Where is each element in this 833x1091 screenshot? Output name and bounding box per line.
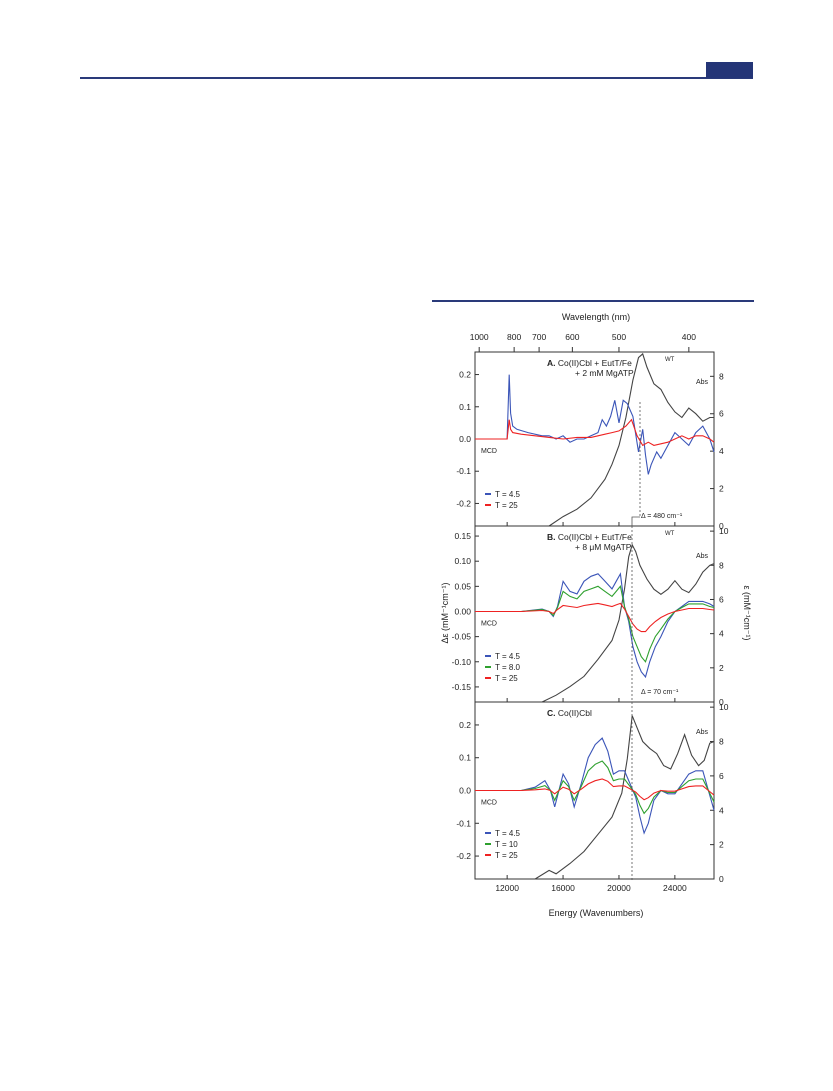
top-tick-label: 500	[612, 332, 626, 342]
y-right-tick-label: 0	[719, 697, 724, 707]
y-left-tick-label: 0.05	[454, 581, 471, 591]
top-tick-label: 600	[565, 332, 579, 342]
panel-A: -0.2 -0.1 0.0 0.1 0.2 0 2 4 6 8 A. Co(II)Cbl + Eut…	[456, 351, 724, 531]
y-right-tick-label: 6	[719, 594, 724, 604]
y-right-tick-label: 0	[719, 521, 724, 531]
legend-label: T = 4.5	[495, 652, 521, 661]
mcd-label: MCD	[481, 448, 497, 455]
x-tick-label: 20000	[607, 883, 631, 893]
y-right-tick-label: 8	[719, 737, 724, 747]
mcd-series-line	[475, 585, 715, 663]
abs-label: Abs	[696, 553, 709, 560]
panel-title: A. Co(II)Cbl + EutT/Fe	[547, 358, 632, 368]
top-axis-label: Wavelength (nm)	[562, 312, 630, 322]
legend-label: T = 8.0	[495, 663, 521, 672]
y-left-tick-label: 0.10	[454, 556, 471, 566]
y-left-tick-label: -0.10	[452, 657, 472, 667]
y-right-tick-label: 4	[719, 805, 724, 815]
top-tick-label: 1000	[470, 332, 489, 342]
y-right-tick-label: 8	[719, 560, 724, 570]
mcd-abs-figure: Wavelength (nm) Energy (Wavenumbers) Δε …	[432, 302, 754, 932]
top-tick-label: 400	[682, 332, 696, 342]
y-right-tick-label: 6	[719, 409, 724, 419]
y-left-tick-label: 0.1	[459, 402, 471, 412]
mcd-series-line	[475, 418, 715, 447]
delta-label: Δ = 480 cm⁻¹	[641, 513, 683, 520]
header-tab	[706, 62, 753, 78]
legend-label: T = 10	[495, 840, 518, 849]
x-tick-label: 24000	[663, 883, 687, 893]
abs-curve	[541, 543, 715, 703]
figure-rule	[432, 300, 754, 302]
y-right-tick-label: 10	[719, 526, 729, 536]
y-right-axis-label: ε (mM⁻¹cm⁻¹)	[742, 586, 752, 641]
y-right-tick-label: 0	[719, 874, 724, 884]
abs-label: Abs	[696, 379, 709, 386]
legend-label: T = 25	[495, 501, 518, 510]
y-left-tick-label: 0.2	[459, 720, 471, 730]
guide-step-a	[631, 516, 640, 526]
y-right-tick-label: 2	[719, 840, 724, 850]
mcd-series-line	[475, 374, 715, 475]
panel-title-line: + 8 μM MgATP	[575, 542, 632, 552]
panel-title: C. Co(II)Cbl	[547, 708, 592, 718]
mcd-series-line	[475, 602, 715, 633]
delta-label: Δ = 70 cm⁻¹	[641, 689, 679, 696]
y-left-tick-label: -0.2	[456, 498, 471, 508]
panel-title-superscript: WT	[665, 357, 675, 363]
abs-curve	[548, 352, 714, 527]
chart-svg: Wavelength (nm) Energy (Wavenumbers) Δε …	[440, 312, 752, 918]
mcd-label: MCD	[481, 620, 497, 627]
x-tick-label: 16000	[551, 883, 575, 893]
y-right-tick-label: 2	[719, 484, 724, 494]
y-right-tick-label: 4	[719, 629, 724, 639]
y-right-tick-label: 6	[719, 771, 724, 781]
legend-label: T = 4.5	[495, 490, 521, 499]
y-right-tick-label: 10	[719, 702, 729, 712]
y-left-tick-label: -0.15	[452, 682, 472, 692]
mcd-series-line	[475, 778, 715, 801]
y-left-tick-label: 0.0	[459, 786, 471, 796]
panel-title-line: + 2 mM MgATP	[575, 368, 634, 378]
panel-B: -0.15 -0.10 -0.05 0.00 0.05 0.10 0.15 0 2 4 6 8 10 B.…	[452, 525, 729, 707]
abs-curve	[534, 715, 715, 880]
header-rule	[80, 77, 753, 79]
y-left-tick-label: 0.15	[454, 531, 471, 541]
y-left-tick-label: -0.2	[456, 851, 471, 861]
y-left-tick-label: 0.00	[454, 606, 471, 616]
mcd-series-line	[475, 760, 715, 815]
x-tick-label: 12000	[495, 883, 519, 893]
mcd-label: MCD	[481, 800, 497, 807]
y-right-tick-label: 8	[719, 371, 724, 381]
x-axis-label: Energy (Wavenumbers)	[549, 908, 644, 918]
y-left-tick-label: 0.1	[459, 753, 471, 763]
y-left-axis-label: Δε (mM⁻¹cm⁻¹)	[440, 582, 450, 643]
y-left-tick-label: -0.05	[452, 632, 472, 642]
top-tick-label: 800	[507, 332, 521, 342]
panel-title-superscript: WT	[665, 531, 675, 537]
panel-frame	[474, 351, 715, 527]
panel-C: -0.2 -0.1 0.0 0.1 0.2 0 2 4 6 8 10 12000 16000 20000 2…	[456, 701, 729, 893]
y-left-tick-label: 0.2	[459, 370, 471, 380]
y-left-tick-label: 0.0	[459, 434, 471, 444]
mcd-series-line	[475, 737, 715, 835]
y-right-tick-label: 2	[719, 663, 724, 673]
y-left-tick-label: -0.1	[456, 466, 471, 476]
legend-label: T = 4.5	[495, 829, 521, 838]
y-left-tick-label: -0.1	[456, 818, 471, 828]
y-right-tick-label: 4	[719, 446, 724, 456]
legend-label: T = 25	[495, 851, 518, 860]
legend-label: T = 25	[495, 674, 518, 683]
panel-title: B. Co(II)Cbl + EutT/Fe	[547, 532, 632, 542]
top-tick-label: 700	[532, 332, 546, 342]
mcd-series-line	[475, 572, 715, 679]
abs-label: Abs	[696, 729, 709, 736]
